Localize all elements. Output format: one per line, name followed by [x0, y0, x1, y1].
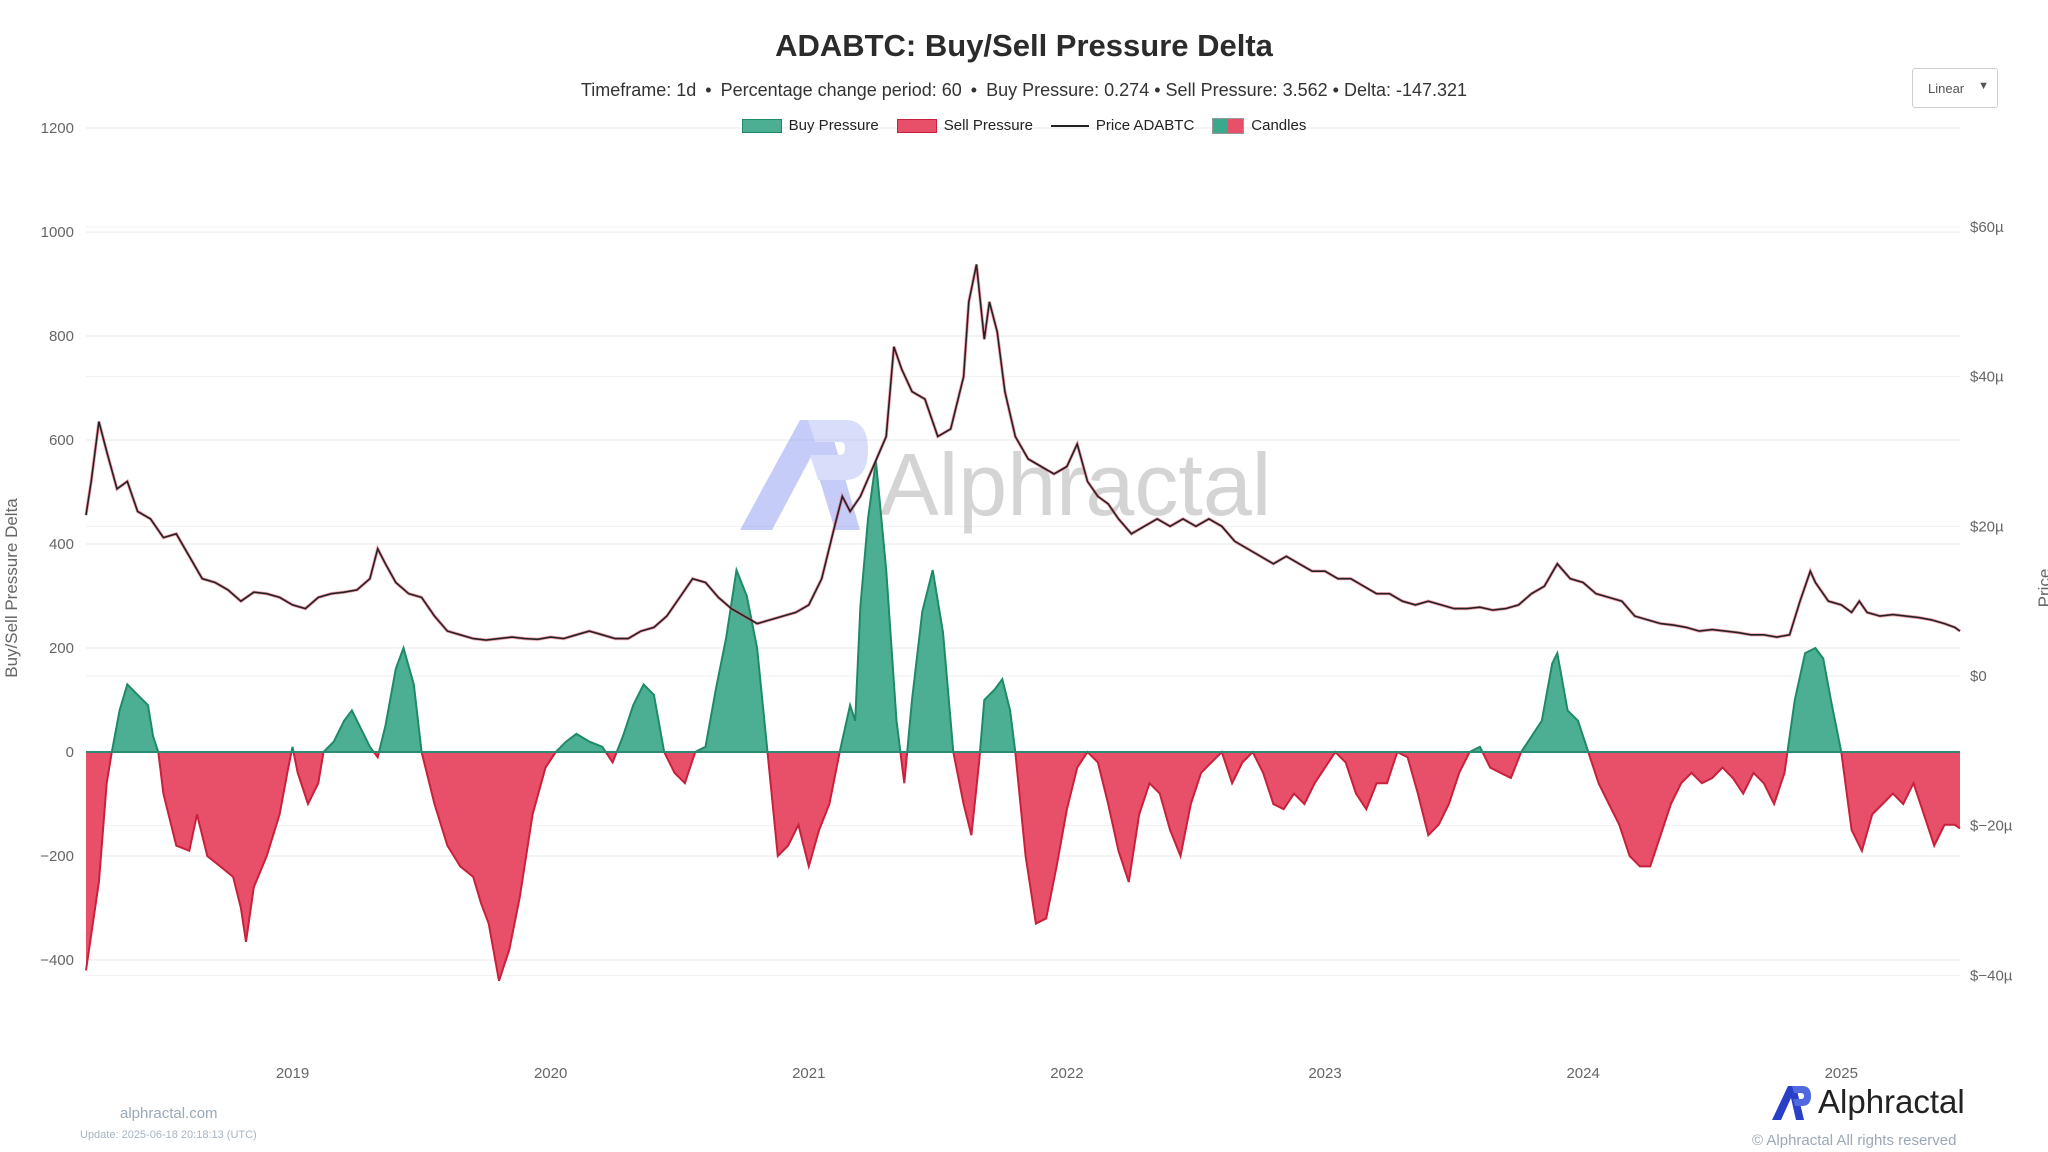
- legend-swatch-price: [1050, 124, 1089, 127]
- y2-tick-label: $−40µ: [1970, 967, 2013, 984]
- y-tick-label: 0: [66, 744, 74, 761]
- chart-subtitle: Timeframe: 1d • Percentage change period: …: [0, 80, 2048, 101]
- x-tick-label: 2023: [1308, 1065, 1341, 1082]
- subtitle-period: Percentage change period: 60: [720, 80, 962, 100]
- y2-tick-label: $−20µ: [1970, 818, 2013, 835]
- price-candle-shadow: [84, 264, 1961, 642]
- subtitle-sell-pressure: Sell Pressure: 3.562: [1165, 80, 1328, 100]
- chevron-down-icon: ▼: [1978, 80, 1989, 92]
- y-tick-label: 1200: [41, 120, 74, 137]
- y2-tick-label: $40µ: [1970, 369, 2004, 386]
- legend-item-buy-pressure[interactable]: Buy Pressure: [741, 117, 879, 134]
- legend-item-sell-pressure[interactable]: Sell Pressure: [896, 117, 1033, 134]
- subtitle-separator: •: [970, 80, 978, 100]
- chart-title: ADABTC: Buy/Sell Pressure Delta: [775, 28, 1273, 63]
- y2-tick-label: $0: [1970, 668, 1987, 685]
- watermark: Alphractal: [740, 420, 1271, 534]
- x-tick-label: 2025: [1825, 1065, 1858, 1082]
- subtitle-buy-pressure: Buy Pressure: 0.274: [986, 80, 1150, 100]
- pressure-delta-area: [85, 460, 1961, 982]
- scale-selector-dropdown[interactable]: Linear ▼: [1912, 68, 1998, 108]
- x-tick-label: 2021: [792, 1065, 825, 1082]
- subtitle-timeframe: Timeframe: 1d: [580, 80, 697, 100]
- legend-item-candles[interactable]: Candles: [1212, 117, 1306, 134]
- watermark-text: Alphractal: [880, 435, 1271, 534]
- x-tick-label: 2024: [1566, 1065, 1599, 1082]
- sell-pressure-line: [85, 752, 1961, 982]
- price-adabtc-line: [85, 264, 1961, 641]
- price-line: [84, 264, 1961, 642]
- subtitle-separator: •: [705, 80, 712, 100]
- sell-pressure-area: [86, 752, 1960, 981]
- y-tick-label: 400: [49, 536, 74, 553]
- x-tick-label: 2019: [276, 1065, 309, 1082]
- footer-update-time: Update: 2025-06-18 20:18:13 (UTC): [80, 1129, 257, 1141]
- buy-pressure-area: [86, 460, 1960, 752]
- x-tick-label: 2020: [534, 1065, 567, 1082]
- y2-axis-title: Price: [2035, 568, 2048, 608]
- y-axis-title: Buy/Sell Pressure Delta: [2, 498, 21, 678]
- y-tick-label: 200: [49, 640, 74, 657]
- buy-pressure-line: [110, 460, 1843, 752]
- grid-lines: [86, 127, 1960, 976]
- legend-label: Sell Pressure: [943, 117, 1033, 134]
- subtitle-delta: Delta: -147.321: [1343, 80, 1468, 100]
- legend-swatch-buy: [741, 118, 782, 133]
- alphractal-logo-icon: [1772, 1086, 1811, 1120]
- legend-label: Candles: [1251, 117, 1307, 134]
- chart-legend: Buy Pressure Sell Pressure Price ADABTC …: [0, 117, 2048, 134]
- y-axis-left: 1200 1000 800 600 400 200 0 −200 −400: [40, 120, 74, 969]
- footer-site-link[interactable]: alphractal.com: [120, 1105, 218, 1122]
- footer-copyright: © Alphractal All rights reserved: [1752, 1132, 1957, 1149]
- legend-label: Buy Pressure: [788, 117, 879, 134]
- y-tick-label: 600: [49, 432, 74, 449]
- x-tick-label: 2022: [1050, 1065, 1083, 1082]
- candle-icon: [1212, 117, 1245, 134]
- subtitle-separator: •: [1332, 80, 1339, 100]
- brand-name: Alphractal: [1818, 1083, 1965, 1120]
- watermark-logo-icon: [740, 420, 868, 530]
- y-tick-label: −400: [40, 952, 74, 969]
- legend-label: Price ADABTC: [1095, 117, 1195, 134]
- legend-swatch-sell: [896, 118, 937, 133]
- y-tick-label: 1000: [41, 224, 74, 241]
- y-tick-label: −200: [40, 848, 74, 865]
- y-axis-right: $60µ $40µ $20µ $0 $−20µ $−40µ: [1970, 219, 2013, 984]
- subtitle-separator: •: [1154, 80, 1161, 100]
- y-tick-label: 800: [49, 328, 74, 345]
- brand-logo: Alphractal: [1770, 1082, 1965, 1122]
- legend-item-price[interactable]: Price ADABTC: [1050, 117, 1195, 134]
- y2-tick-label: $60µ: [1970, 219, 2004, 236]
- y2-tick-label: $20µ: [1970, 518, 2004, 535]
- x-axis: 2019 2020 2021 2022 2023 2024 2025: [276, 1065, 1858, 1082]
- scale-selector-value: Linear: [1928, 81, 1965, 96]
